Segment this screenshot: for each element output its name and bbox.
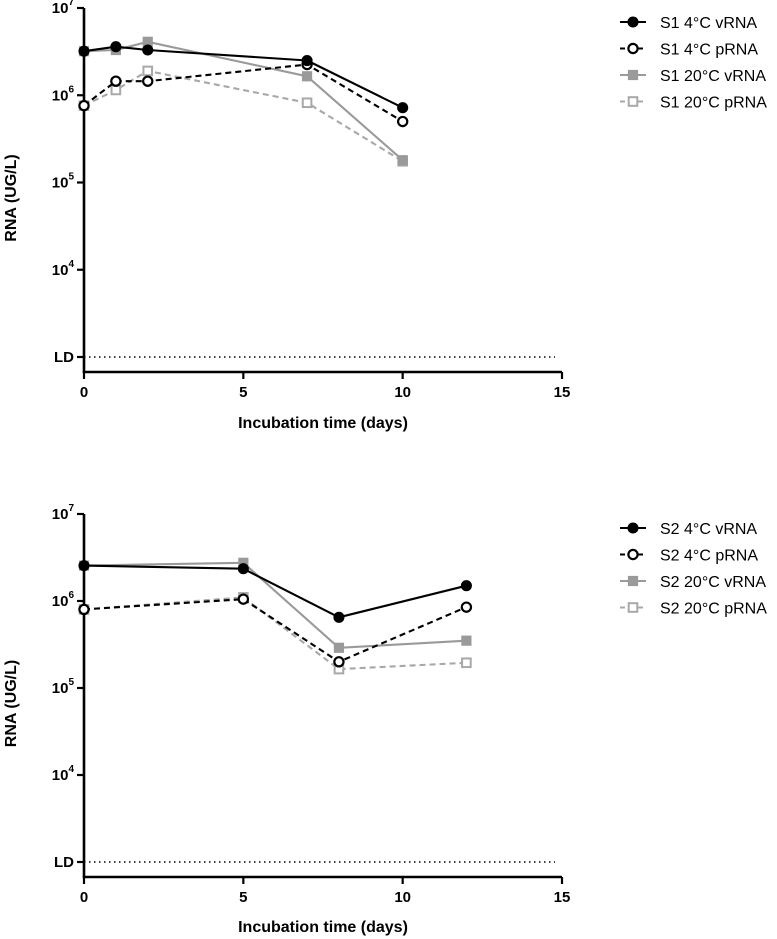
data-point (237, 593, 250, 605)
legend-label: S2 20°C pRNA (660, 601, 767, 618)
legend-item: S2 4°C vRNA (620, 521, 757, 538)
legend-label: S1 4°C vRNA (660, 15, 757, 32)
data-point (78, 45, 90, 57)
legend-item: S2 20°C pRNA (620, 601, 767, 618)
legend-marker (627, 548, 639, 561)
legend: S2 4°C vRNA S2 4°C pRNA S2 20°C vRNA S2 20°… (620, 521, 767, 618)
legend-label: S2 4°C pRNA (660, 548, 758, 565)
legend-label: S1 20°C pRNA (660, 95, 767, 112)
legend-marker (627, 602, 639, 613)
series-line (83, 598, 467, 663)
series-line (83, 45, 404, 109)
data-point (460, 601, 473, 613)
data-point (110, 41, 122, 53)
data-point (396, 115, 409, 128)
legend-item: S1 20°C vRNA (620, 68, 766, 85)
data-point (301, 54, 313, 67)
x-tick-label: 15 (554, 384, 571, 401)
legend-label: S2 20°C vRNA (660, 574, 766, 591)
data-point (333, 642, 345, 653)
legend-item: S1 4°C vRNA (620, 15, 757, 32)
legend-label: S2 4°C vRNA (660, 521, 757, 538)
data-point (397, 155, 408, 166)
x-tick-label: 0 (80, 889, 88, 906)
ld-label: LD (54, 854, 74, 871)
y-tick-label: 107 (52, 0, 75, 17)
x-tick-label: 0 (80, 384, 88, 401)
chart-panel-1: 107 106 105 104 LD 0 5 10 15 Incubation time (day… (3, 0, 767, 432)
ld-label: LD (54, 349, 74, 366)
legend-marker (627, 522, 639, 534)
data-point (397, 102, 409, 114)
legend-item: S1 20°C pRNA (620, 95, 767, 112)
data-point (142, 75, 154, 87)
legend-marker (627, 16, 639, 28)
x-tick-label: 5 (239, 384, 247, 401)
series-line (83, 561, 467, 649)
x-tick-label: 15 (554, 889, 571, 906)
x-axis-title: Incubation time (days) (238, 919, 408, 936)
legend-label: S1 4°C pRNA (660, 42, 758, 59)
legend: S1 4°C vRNA S1 4°C pRNA S1 20°C vRNA S1 20°… (620, 15, 767, 112)
legend-marker (627, 42, 639, 55)
series-s2-4-c-prna (78, 593, 473, 668)
series-line (83, 564, 467, 619)
data-point (142, 65, 154, 77)
chart-panel-2: 107 106 105 104 LD 0 5 10 15 Incubation time (day… (3, 503, 767, 936)
data-point (110, 75, 122, 87)
legend-item: S1 4°C pRNA (620, 42, 758, 59)
data-point (461, 657, 472, 669)
data-point (333, 656, 345, 668)
y-tick-label: 105 (52, 172, 75, 192)
y-tick-label: 105 (52, 677, 75, 697)
y-tick-label: 107 (52, 503, 75, 523)
data-point (110, 84, 122, 96)
data-point (301, 97, 313, 109)
series-line (83, 63, 404, 123)
data-point (237, 563, 249, 575)
data-point (78, 99, 90, 112)
x-axis-title: Incubation time (days) (238, 415, 408, 432)
x-tick-label: 10 (394, 384, 411, 401)
x-tick-label: 10 (394, 889, 411, 906)
y-tick-label: 106 (52, 84, 75, 104)
legend-marker (627, 575, 639, 587)
y-axis-title: RNA (UG/L) (3, 660, 20, 747)
series-s1-4-c-vrna (78, 41, 409, 114)
y-tick-label: 104 (52, 259, 75, 279)
series-line (83, 596, 467, 671)
y-tick-label: 106 (52, 590, 75, 610)
data-point (142, 44, 154, 56)
data-point (301, 71, 313, 82)
legend-label: S1 20°C vRNA (660, 68, 766, 85)
data-point (78, 560, 90, 572)
series-s1-4-c-prna (78, 58, 409, 128)
series-s2-4-c-vrna (78, 560, 472, 623)
x-tick-label: 5 (239, 889, 247, 906)
legend-marker (627, 69, 639, 81)
y-axis-title: RNA (UG/L) (3, 154, 20, 241)
legend-item: S2 4°C pRNA (620, 548, 758, 565)
data-point (78, 603, 90, 616)
data-point (333, 611, 345, 623)
data-point (460, 580, 472, 592)
series-line (83, 40, 404, 161)
data-point (461, 635, 472, 646)
y-tick-label: 104 (52, 764, 75, 784)
legend-marker (627, 96, 639, 107)
legend-item: S2 20°C vRNA (620, 574, 766, 591)
